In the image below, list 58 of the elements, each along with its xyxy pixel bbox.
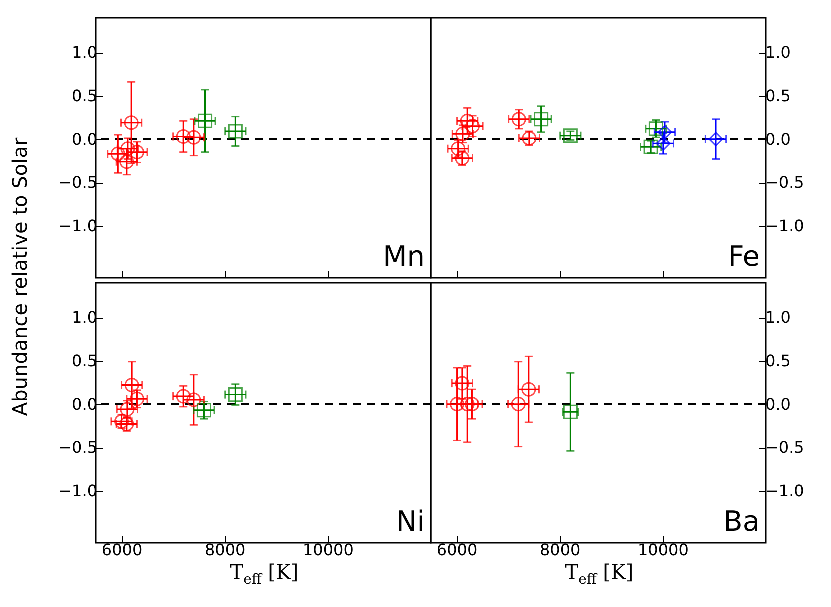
point bbox=[522, 131, 537, 146]
point bbox=[455, 376, 470, 391]
y-tick-label: 0.0 bbox=[766, 394, 791, 414]
y-tick-label: 0.5 bbox=[72, 86, 98, 106]
point bbox=[460, 114, 475, 128]
y-tick-label: 1.0 bbox=[766, 308, 791, 328]
point bbox=[451, 142, 466, 156]
x-tick-label: 6000 bbox=[102, 540, 143, 560]
point bbox=[534, 112, 549, 127]
point bbox=[124, 378, 140, 393]
point bbox=[465, 119, 480, 134]
point bbox=[120, 142, 136, 156]
point bbox=[512, 112, 526, 127]
y-tick-label: 1.0 bbox=[766, 43, 791, 62]
y-tick-label: −0.5 bbox=[58, 438, 98, 458]
point bbox=[196, 403, 212, 418]
point bbox=[176, 129, 191, 144]
point bbox=[176, 389, 191, 404]
y-tick-label: 0.0 bbox=[766, 130, 791, 149]
point bbox=[644, 140, 658, 154]
y-tick-label: −1.0 bbox=[766, 216, 804, 236]
point bbox=[563, 128, 578, 144]
y-tick-label: 0.5 bbox=[72, 352, 98, 370]
point bbox=[228, 388, 243, 402]
point bbox=[708, 132, 724, 147]
point bbox=[186, 392, 202, 408]
point bbox=[455, 151, 470, 166]
point bbox=[522, 382, 536, 397]
annotation: Ni bbox=[396, 505, 425, 538]
y-tick-label: 0.5 bbox=[766, 352, 791, 370]
point bbox=[186, 130, 202, 145]
point bbox=[124, 116, 139, 130]
x-tick-label: 8000 bbox=[540, 540, 581, 560]
annotation: Ba bbox=[724, 505, 760, 538]
y-tick-label: −1.0 bbox=[766, 482, 804, 500]
x-tick-label: 10000 bbox=[638, 540, 689, 560]
y-tick-label: −0.5 bbox=[58, 173, 98, 192]
point bbox=[130, 145, 144, 160]
point bbox=[648, 122, 664, 136]
x-tick-label: 8000 bbox=[204, 540, 246, 560]
point bbox=[114, 414, 130, 429]
point bbox=[656, 136, 671, 151]
y-tick-label: −0.5 bbox=[766, 173, 804, 192]
annotation: Fe bbox=[728, 240, 760, 273]
x-tick-label: 10000 bbox=[302, 540, 354, 560]
x-tick-label: 6000 bbox=[436, 540, 478, 560]
point bbox=[228, 124, 243, 139]
point bbox=[511, 397, 526, 412]
y-tick-label: 0.5 bbox=[766, 86, 791, 106]
point bbox=[658, 125, 672, 140]
y-axis-title: Abundance relative to Solar bbox=[8, 138, 32, 416]
y-tick-label: −0.5 bbox=[766, 438, 804, 458]
annotation: Mn bbox=[383, 240, 425, 273]
point bbox=[460, 397, 475, 412]
point bbox=[563, 404, 578, 420]
x-axis-title: T$_{eff}$ [K] bbox=[564, 560, 635, 588]
point bbox=[198, 114, 213, 128]
x-axis-title: T$_{eff}$ [K] bbox=[229, 560, 300, 588]
